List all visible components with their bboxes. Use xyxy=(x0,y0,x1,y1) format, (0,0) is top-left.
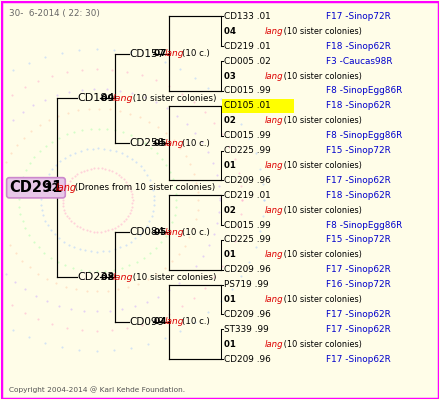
Text: lang: lang xyxy=(264,161,283,170)
Text: lang: lang xyxy=(113,94,133,103)
Text: CD209 .96: CD209 .96 xyxy=(224,354,271,364)
Text: CD084: CD084 xyxy=(129,228,164,238)
Text: F16 -Sinop72R: F16 -Sinop72R xyxy=(326,280,391,289)
Text: F17 -Sinop62R: F17 -Sinop62R xyxy=(326,176,391,185)
Text: (10 c.): (10 c.) xyxy=(182,228,209,237)
Text: CD015 .99: CD015 .99 xyxy=(224,131,271,140)
Text: CD015 .99: CD015 .99 xyxy=(224,220,271,230)
Text: 30-  6-2014 ( 22: 30): 30- 6-2014 ( 22: 30) xyxy=(9,8,100,18)
Text: 01: 01 xyxy=(224,295,239,304)
Text: 12: 12 xyxy=(45,183,62,193)
Text: (10 sister colonies): (10 sister colonies) xyxy=(281,250,362,259)
Text: (10 c.): (10 c.) xyxy=(182,138,209,148)
Text: F17 -Sinop62R: F17 -Sinop62R xyxy=(326,265,391,274)
Text: lang: lang xyxy=(165,228,184,237)
Text: (10 sister colonies): (10 sister colonies) xyxy=(130,273,216,282)
Text: F18 -Sinop62R: F18 -Sinop62R xyxy=(326,101,391,110)
Text: (Drones from 10 sister colonies): (Drones from 10 sister colonies) xyxy=(72,183,216,192)
Text: 02: 02 xyxy=(224,206,239,215)
Text: 01: 01 xyxy=(224,340,239,349)
Text: lang: lang xyxy=(264,27,283,36)
Text: 02: 02 xyxy=(224,116,239,125)
Text: CD225 .99: CD225 .99 xyxy=(224,146,271,155)
Text: CD005 .02: CD005 .02 xyxy=(224,57,271,66)
Text: (10 sister colonies): (10 sister colonies) xyxy=(281,27,362,36)
Text: lang: lang xyxy=(165,49,184,58)
Text: CD105 .01: CD105 .01 xyxy=(224,101,271,110)
Text: (10 sister colonies): (10 sister colonies) xyxy=(281,161,362,170)
Text: CD225 .99: CD225 .99 xyxy=(224,236,271,244)
FancyBboxPatch shape xyxy=(222,99,294,113)
Text: PS719 .99: PS719 .99 xyxy=(224,280,269,289)
Text: F8 -SinopEgg86R: F8 -SinopEgg86R xyxy=(326,131,402,140)
Text: CD209 .96: CD209 .96 xyxy=(224,310,271,319)
Text: CD209 .96: CD209 .96 xyxy=(224,265,271,274)
Text: 09: 09 xyxy=(101,94,117,103)
Text: F17 -Sinop62R: F17 -Sinop62R xyxy=(326,354,391,364)
Text: (10 sister colonies): (10 sister colonies) xyxy=(281,206,362,215)
Text: F18 -Sinop62R: F18 -Sinop62R xyxy=(326,191,391,200)
Text: CD133 .01: CD133 .01 xyxy=(224,12,271,21)
Text: lang: lang xyxy=(165,138,184,148)
Text: 01: 01 xyxy=(224,161,239,170)
Text: lang: lang xyxy=(264,295,283,304)
Text: lang: lang xyxy=(264,116,283,125)
Text: CD219 .01: CD219 .01 xyxy=(224,42,271,51)
Text: CD258: CD258 xyxy=(129,138,164,148)
Text: F17 -Sinop72R: F17 -Sinop72R xyxy=(326,12,391,21)
Text: Copyright 2004-2014 @ Karl Kehde Foundation.: Copyright 2004-2014 @ Karl Kehde Foundat… xyxy=(9,386,185,393)
Text: (10 c.): (10 c.) xyxy=(182,49,209,58)
Text: 07: 07 xyxy=(154,49,169,58)
Text: (10 sister colonies): (10 sister colonies) xyxy=(281,340,362,349)
Text: (10 sister colonies): (10 sister colonies) xyxy=(281,295,362,304)
Text: F18 -Sinop62R: F18 -Sinop62R xyxy=(326,42,391,51)
Text: (10 c.): (10 c.) xyxy=(182,317,209,326)
Text: lang: lang xyxy=(264,206,283,215)
Text: F8 -SinopEgg86R: F8 -SinopEgg86R xyxy=(326,86,402,96)
Text: 03: 03 xyxy=(224,72,239,80)
Text: CD157: CD157 xyxy=(129,49,164,59)
Text: ST339 .99: ST339 .99 xyxy=(224,325,269,334)
Text: CD184: CD184 xyxy=(77,94,114,104)
Text: (10 sister colonies): (10 sister colonies) xyxy=(281,72,362,80)
Text: F3 -Caucas98R: F3 -Caucas98R xyxy=(326,57,392,66)
Text: F15 -Sinop72R: F15 -Sinop72R xyxy=(326,146,391,155)
Text: 05: 05 xyxy=(154,138,169,148)
Text: CD233: CD233 xyxy=(77,272,114,282)
Text: CD209 .96: CD209 .96 xyxy=(224,176,271,185)
Text: lang: lang xyxy=(113,273,133,282)
Text: F8 -SinopEgg86R: F8 -SinopEgg86R xyxy=(326,220,402,230)
Text: (10 sister colonies): (10 sister colonies) xyxy=(281,116,362,125)
Text: 04: 04 xyxy=(154,317,169,326)
Text: CD219 .01: CD219 .01 xyxy=(224,191,271,200)
Text: CD015 .99: CD015 .99 xyxy=(224,86,271,96)
Text: F15 -Sinop72R: F15 -Sinop72R xyxy=(326,236,391,244)
Text: 08: 08 xyxy=(101,273,117,282)
Text: CD099: CD099 xyxy=(129,317,164,327)
Text: 05: 05 xyxy=(154,228,169,237)
Text: CD291: CD291 xyxy=(9,180,62,195)
Text: F17 -Sinop62R: F17 -Sinop62R xyxy=(326,325,391,334)
Text: 01: 01 xyxy=(224,250,239,259)
Text: lang: lang xyxy=(264,250,283,259)
Text: 04: 04 xyxy=(224,27,239,36)
Text: lang: lang xyxy=(264,340,283,349)
Text: lang: lang xyxy=(165,317,184,326)
Text: (10 sister colonies): (10 sister colonies) xyxy=(130,94,216,103)
Text: lang: lang xyxy=(55,183,77,193)
Text: F17 -Sinop62R: F17 -Sinop62R xyxy=(326,310,391,319)
Text: lang: lang xyxy=(264,72,283,80)
